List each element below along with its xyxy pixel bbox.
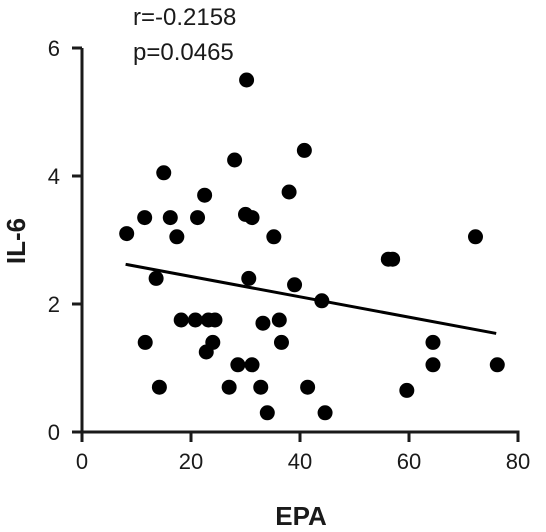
data-point: [151, 379, 167, 395]
data-point: [253, 379, 269, 395]
data-point: [244, 357, 260, 373]
y-tick-label: 6: [48, 36, 60, 61]
data-point: [137, 210, 153, 226]
data-point: [467, 229, 483, 245]
data-point: [239, 72, 255, 88]
data-point: [296, 142, 312, 158]
x-tick-label: 20: [179, 449, 203, 474]
data-point: [173, 312, 189, 328]
regression-line: [125, 262, 497, 335]
axis-ticks: 0 20 40 60 80 0 2 4 6: [48, 36, 530, 474]
data-point: [119, 226, 135, 242]
data-point: [207, 312, 223, 328]
data-point: [425, 357, 441, 373]
data-point: [255, 315, 271, 331]
data-point: [271, 312, 287, 328]
data-point: [162, 210, 178, 226]
data-point: [137, 334, 153, 350]
data-point: [300, 379, 316, 395]
data-point: [221, 379, 237, 395]
data-point: [187, 312, 203, 328]
data-point: [287, 277, 303, 293]
data-point: [399, 382, 415, 398]
axes: [80, 48, 520, 434]
data-point: [489, 357, 505, 373]
y-tick-label: 2: [48, 292, 60, 317]
data-point: [273, 334, 289, 350]
data-point: [266, 229, 282, 245]
data-point: [281, 184, 297, 200]
data-point: [317, 405, 333, 421]
y-tick-label: 4: [48, 164, 60, 189]
data-point: [148, 270, 164, 286]
x-tick-label: 60: [397, 449, 421, 474]
data-points: [119, 72, 505, 421]
y-axis-title: IL-6: [1, 218, 31, 264]
data-point: [169, 229, 185, 245]
data-point: [156, 165, 172, 181]
data-point: [241, 270, 257, 286]
annotation-r: r=-0.2158: [133, 4, 236, 31]
data-point: [425, 334, 441, 350]
x-tick-label: 0: [76, 449, 88, 474]
data-point: [385, 251, 401, 267]
data-point: [197, 187, 213, 203]
x-tick-label: 40: [288, 449, 312, 474]
data-point: [227, 152, 243, 168]
data-point: [230, 357, 246, 373]
annotation-p: p=0.0465: [133, 39, 234, 66]
data-point: [190, 210, 206, 226]
x-tick-label: 80: [506, 449, 530, 474]
y-tick-label: 0: [48, 420, 60, 445]
data-point: [259, 405, 275, 421]
x-axis-title: EPA: [275, 501, 327, 531]
data-point: [205, 334, 221, 350]
data-point: [244, 210, 260, 226]
